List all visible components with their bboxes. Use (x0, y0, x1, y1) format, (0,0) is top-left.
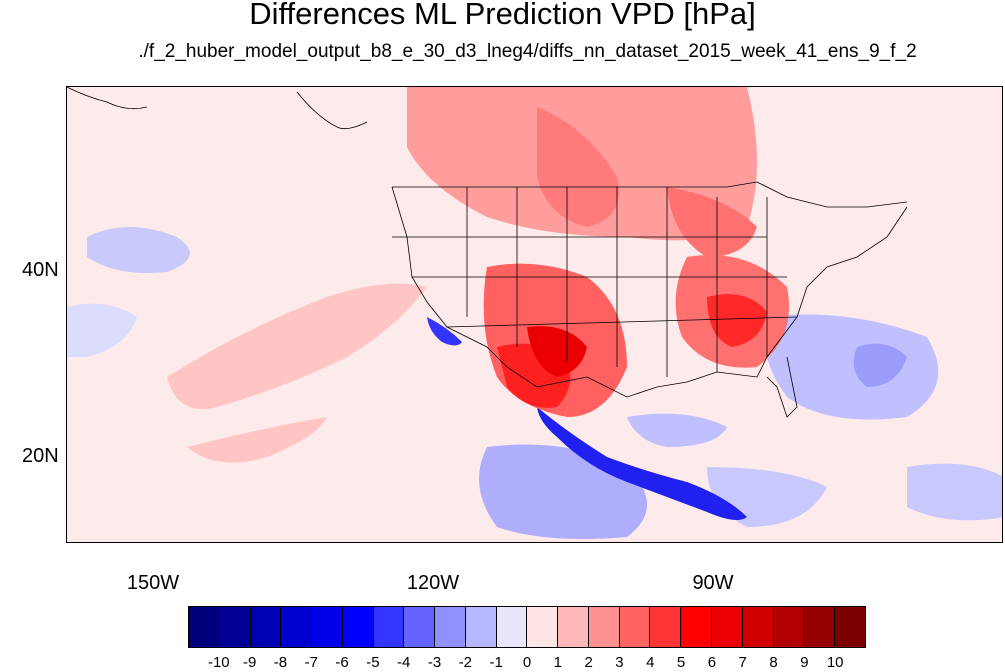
colorbar-box (619, 607, 651, 647)
colorbar-box (804, 607, 836, 647)
colorbar-tick-label: 5 (676, 654, 686, 671)
colorbar-tick-label: -8 (273, 654, 288, 671)
colorbar-tick-label: 9 (800, 654, 809, 671)
colorbar (188, 606, 866, 648)
colorbar-tick-label: -2 (458, 654, 473, 671)
colorbar-tick-label: 3 (615, 654, 624, 671)
colorbar-box (496, 607, 528, 647)
colorbar-tick-label: -1 (489, 654, 503, 671)
colorbar-tick-label: 2 (584, 654, 593, 671)
colorbar-box (219, 607, 251, 647)
colorbar-box (373, 607, 405, 647)
colorbar-box (712, 607, 743, 647)
colorbar-tick-label: -7 (304, 654, 318, 671)
map-title: Differences ML Prediction VPD [hPa] (249, 0, 756, 31)
colorbar-tick-label: 0 (522, 654, 532, 671)
colorbar-box (404, 607, 436, 647)
colorbar-box (773, 607, 805, 647)
colorbar-tick-label: -4 (397, 654, 411, 671)
lat-label-40n: 40N (22, 259, 59, 281)
colorbar-box (681, 607, 713, 647)
colorbar-tick-label: -10 (207, 654, 230, 671)
colorbar-box (650, 607, 682, 647)
lat-label-20n: 20N (22, 445, 59, 467)
colorbar-tick-label: 10 (826, 654, 844, 671)
colorbar-tick-label: 1 (553, 654, 562, 671)
colorbar-box (435, 607, 466, 647)
colorbar-tick-label: -3 (427, 654, 442, 671)
colorbar-box (588, 607, 620, 647)
lon-label-90w: 90W (692, 572, 734, 594)
colorbar-box (558, 607, 589, 647)
colorbar-box (189, 607, 220, 647)
colorbar-tick-label: -6 (335, 654, 349, 671)
lon-label-150w: 150W (126, 572, 180, 594)
colorbar-tick-label: 6 (707, 654, 717, 671)
colorbar-tick-label: -9 (242, 654, 257, 671)
colorbar-box (835, 607, 865, 647)
colorbar-tick-label: 4 (646, 654, 655, 671)
vpd-difference-field (67, 87, 1002, 542)
colorbar-tick-label: 7 (738, 654, 747, 671)
colorbar-tick-label: -5 (366, 654, 380, 671)
map-plot-area (66, 86, 1003, 543)
colorbar-box (342, 607, 374, 647)
colorbar-box (742, 607, 774, 647)
lon-label-120w: 120W (406, 572, 460, 594)
colorbar-box (465, 607, 497, 647)
colorbar-box (312, 607, 343, 647)
map-subtitle: ./f_2_huber_model_output_b8_e_30_d3_lneg… (138, 41, 917, 62)
colorbar-box (281, 607, 313, 647)
colorbar-box (527, 607, 559, 647)
colorbar-tick-label: 8 (769, 654, 778, 671)
colorbar-box (250, 607, 282, 647)
